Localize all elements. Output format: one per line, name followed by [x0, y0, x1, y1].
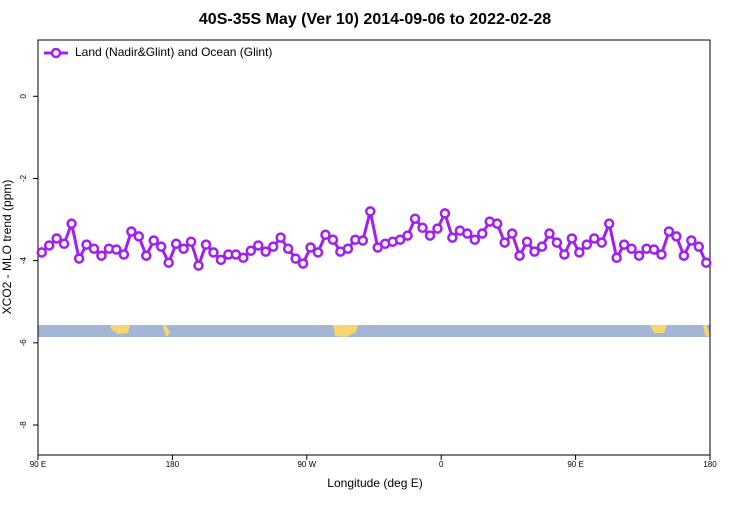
data-point	[447, 232, 458, 243]
data-point	[357, 235, 369, 246]
data-point	[155, 241, 167, 252]
data-point	[51, 233, 62, 244]
legend-label: Land (Nadir&Glint) and Ocean (Glint)	[75, 45, 272, 59]
data-point	[536, 241, 548, 252]
data-point	[245, 245, 257, 257]
data-point	[200, 239, 212, 250]
data-point	[305, 242, 316, 253]
x-tick-label: 180	[703, 460, 717, 469]
data-point	[626, 243, 637, 254]
data-point	[566, 233, 578, 244]
data-point	[88, 243, 100, 254]
data-point	[603, 218, 615, 229]
data-point	[514, 250, 525, 261]
data-point	[111, 244, 122, 255]
x-tick-label: 90 E	[30, 460, 46, 469]
data-point	[215, 254, 227, 266]
data-point	[66, 218, 77, 229]
data-point	[499, 237, 510, 248]
data-point	[36, 247, 47, 258]
x-tick-label: 90 E	[567, 460, 583, 469]
data-point	[529, 246, 540, 257]
data-point	[633, 250, 645, 261]
y-tick-label: 0	[19, 94, 28, 99]
data-point	[238, 252, 249, 264]
data-point	[148, 235, 159, 246]
data-point	[439, 208, 451, 219]
y-tick-label: -8	[19, 421, 28, 429]
data-point	[663, 226, 675, 237]
x-tick-label: 0	[439, 460, 444, 469]
data-point	[253, 240, 264, 251]
data-point	[290, 253, 301, 264]
data-point	[671, 231, 682, 242]
chart-title: 40S-35S May (Ver 10) 2014-09-06 to 2022-…	[199, 11, 551, 28]
data-point	[43, 240, 55, 251]
data-point	[170, 238, 182, 250]
data-point	[574, 247, 585, 258]
data-point	[678, 250, 690, 261]
data-point	[365, 206, 376, 217]
data-point	[618, 239, 630, 250]
data-point	[282, 243, 294, 254]
data-point	[409, 213, 421, 224]
data-point	[693, 241, 705, 252]
data-point	[648, 244, 660, 255]
data-point	[394, 234, 406, 245]
data-point	[81, 239, 92, 250]
x-axis-label: Longitude (deg E)	[327, 476, 422, 490]
data-point	[491, 218, 503, 229]
data-point	[96, 250, 107, 261]
land-ocean-strip	[38, 325, 710, 337]
data-point	[118, 249, 130, 260]
data-point	[589, 233, 600, 244]
data-point	[163, 257, 174, 268]
data-point	[462, 228, 473, 239]
data-point	[73, 253, 85, 264]
data-point	[141, 250, 152, 261]
data-point	[656, 249, 667, 260]
x-tick-label: 90 W	[297, 460, 316, 469]
data-point	[544, 228, 555, 239]
data-point	[521, 236, 533, 247]
data-point	[327, 234, 339, 245]
data-point	[417, 222, 428, 234]
data-point	[686, 235, 697, 246]
data-point	[469, 234, 481, 245]
data-point	[477, 228, 488, 239]
data-point	[260, 246, 271, 257]
data-point	[596, 237, 607, 248]
legend-marker	[50, 47, 62, 59]
data-point	[506, 228, 518, 239]
data-point	[551, 237, 563, 248]
plot-frame	[37, 39, 711, 456]
data-point	[701, 257, 712, 268]
y-axis-label: XCO2 - MLO trend (ppm)	[0, 180, 14, 315]
data-point	[193, 260, 204, 271]
data-point	[208, 247, 219, 258]
data-point	[342, 243, 354, 254]
data-point	[267, 241, 279, 252]
data-point	[432, 223, 443, 234]
data-point	[178, 243, 189, 254]
x-tick-label: 180	[166, 460, 180, 469]
data-point	[312, 247, 324, 258]
data-point	[559, 249, 570, 260]
data-point	[402, 230, 413, 241]
y-tick-label: -2	[19, 174, 28, 182]
data-point	[275, 232, 286, 243]
data-point	[58, 238, 70, 250]
data-point	[424, 230, 436, 241]
data-point	[320, 229, 331, 241]
data-point	[126, 226, 137, 237]
data-point	[185, 236, 197, 247]
data-point	[581, 239, 593, 250]
y-tick-label: -6	[19, 339, 28, 347]
data-point	[297, 258, 309, 269]
y-tick-label: -4	[19, 257, 28, 265]
data-point	[133, 231, 145, 242]
data-point	[611, 252, 622, 264]
